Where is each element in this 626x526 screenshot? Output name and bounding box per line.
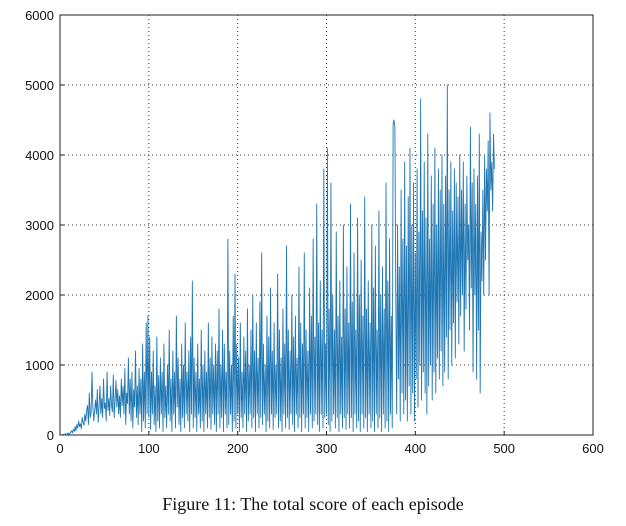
y-tick-label: 2000: [25, 288, 54, 303]
x-tick-label: 100: [138, 441, 160, 456]
x-tick-label: 500: [493, 441, 515, 456]
x-tick-label: 0: [56, 441, 63, 456]
x-tick-label: 600: [582, 441, 604, 456]
score-series-line: [60, 84, 495, 436]
y-tick-label: 1000: [25, 358, 54, 373]
x-tick-label: 200: [227, 441, 249, 456]
y-tick-label: 0: [47, 428, 54, 443]
y-tick-label: 4000: [25, 148, 54, 163]
y-tick-label: 5000: [25, 78, 54, 93]
y-axis: 0 1000 2000 3000 4000 5000 6000: [25, 8, 64, 443]
y-tick-label: 6000: [25, 8, 54, 23]
x-axis: 0 100 200 300 400 500 600: [56, 431, 604, 456]
x-tick-label: 400: [404, 441, 426, 456]
score-line-chart: 0 100 200 300 400 500 600 0 1000 2000 3000 4000 500…: [25, 8, 604, 456]
y-tick-label: 3000: [25, 218, 54, 233]
figure-caption: Figure 11: The total score of each episo…: [162, 494, 464, 514]
grid-lines: [60, 15, 593, 435]
x-tick-label: 300: [316, 441, 338, 456]
